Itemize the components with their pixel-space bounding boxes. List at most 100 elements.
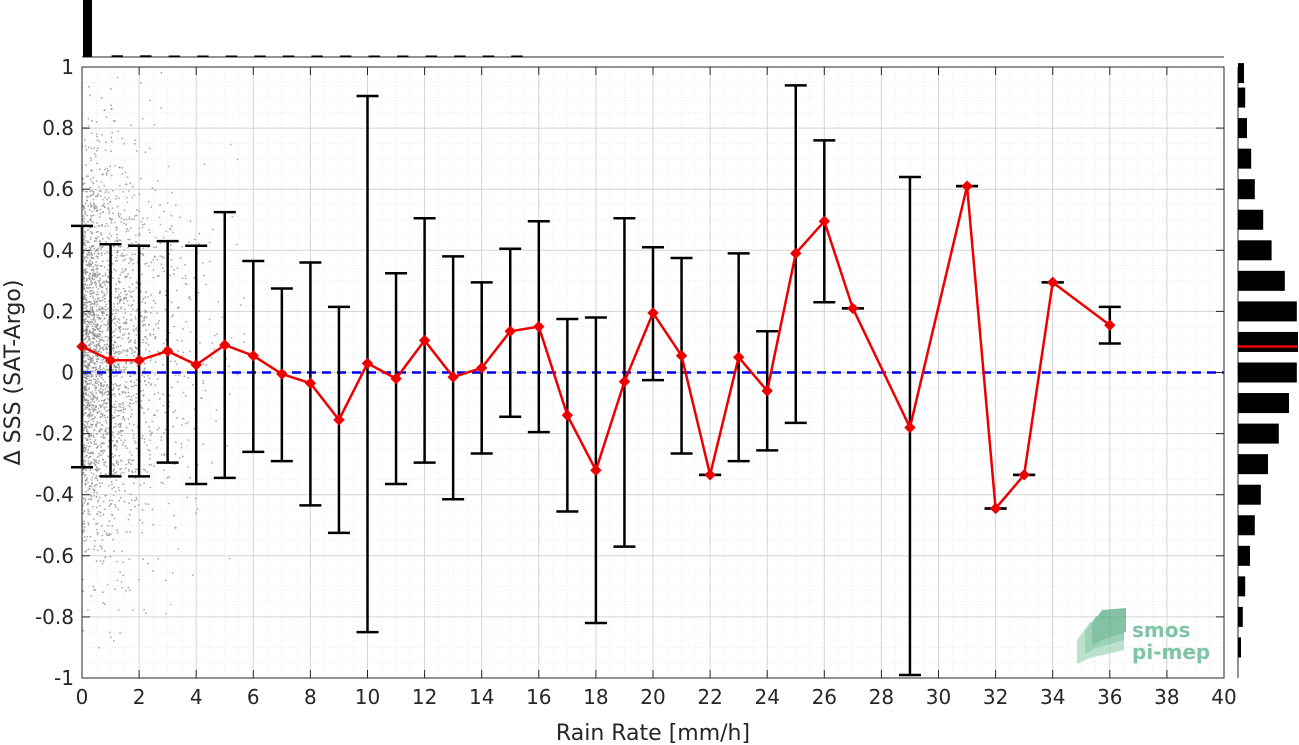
scatter-point xyxy=(109,555,112,558)
scatter-point xyxy=(135,442,137,444)
scatter-point xyxy=(101,275,104,277)
scatter-point xyxy=(107,326,110,328)
scatter-point xyxy=(99,265,102,267)
scatter-point xyxy=(85,312,88,315)
scatter-point xyxy=(121,371,124,374)
scatter-point xyxy=(94,477,96,479)
scatter-point xyxy=(97,255,99,258)
scatter-point xyxy=(97,225,100,228)
scatter-point xyxy=(102,204,105,207)
scatter-point xyxy=(83,385,86,388)
scatter-point xyxy=(119,299,122,302)
scatter-point xyxy=(134,214,137,217)
scatter-point xyxy=(127,229,130,232)
scatter-point xyxy=(97,445,99,448)
scatter-point xyxy=(95,528,98,531)
scatter-point xyxy=(193,277,195,279)
scatter-point xyxy=(116,240,119,243)
data-point xyxy=(904,421,916,434)
scatter-point xyxy=(133,218,135,220)
scatter-point xyxy=(87,125,90,127)
scatter-point xyxy=(99,485,102,488)
scatter-point xyxy=(95,348,98,351)
scatter-point xyxy=(169,603,172,606)
scatter-point xyxy=(82,238,85,241)
scatter-point xyxy=(162,342,165,345)
scatter-point xyxy=(175,416,178,419)
scatter-point xyxy=(103,297,106,300)
scatter-point xyxy=(114,490,117,493)
scatter-point xyxy=(88,387,91,389)
scatter-point xyxy=(120,467,123,470)
scatter-point xyxy=(95,325,97,328)
scatter-point xyxy=(118,336,121,339)
scatter-point xyxy=(114,503,116,506)
scatter-point xyxy=(95,265,98,268)
scatter-point xyxy=(125,196,128,199)
scatter-point xyxy=(151,420,154,423)
top-histogram-bar xyxy=(282,55,295,57)
scatter-point xyxy=(150,206,153,208)
scatter-point xyxy=(168,476,171,479)
scatter-point xyxy=(120,409,122,412)
scatter-point xyxy=(143,367,146,370)
scatter-point xyxy=(85,314,88,316)
scatter-point xyxy=(89,412,92,415)
scatter-point xyxy=(83,350,86,353)
logo-line1: smos xyxy=(1132,618,1190,642)
scatter-point xyxy=(87,175,89,177)
scatter-point xyxy=(117,388,120,391)
scatter-point xyxy=(115,374,118,377)
scatter-point xyxy=(92,221,95,224)
scatter-point xyxy=(92,312,95,315)
scatter-point xyxy=(111,368,114,371)
scatter-point xyxy=(208,318,211,321)
scatter-point xyxy=(93,278,96,280)
scatter-point xyxy=(93,588,96,591)
scatter-point xyxy=(187,439,190,441)
scatter-point xyxy=(100,347,103,349)
scatter-point xyxy=(101,133,103,136)
scatter-point xyxy=(90,283,93,286)
scatter-point xyxy=(117,345,120,348)
scatter-point xyxy=(134,499,136,502)
scatter-point xyxy=(148,323,150,326)
scatter-point xyxy=(85,469,88,472)
scatter-point xyxy=(135,496,138,499)
scatter-point xyxy=(90,217,92,220)
scatter-point xyxy=(93,362,96,365)
scatter-point xyxy=(131,609,134,612)
scatter-point xyxy=(95,133,98,136)
scatter-point xyxy=(99,277,101,279)
scatter-point xyxy=(131,258,134,261)
scatter-point xyxy=(131,459,134,462)
scatter-point xyxy=(118,422,121,425)
y-tick-label: -0.2 xyxy=(35,422,74,446)
scatter-point xyxy=(96,147,99,150)
scatter-point xyxy=(84,407,86,409)
scatter-point xyxy=(88,286,91,289)
scatter-point xyxy=(86,214,89,217)
scatter-point xyxy=(89,304,92,307)
scatter-point xyxy=(107,320,110,322)
scatter-point xyxy=(88,382,91,385)
scatter-point xyxy=(117,336,120,339)
scatter-point xyxy=(87,510,90,513)
scatter-point xyxy=(89,203,92,206)
scatter-point xyxy=(113,436,116,439)
scatter-point xyxy=(108,212,111,215)
scatter-point xyxy=(93,298,96,301)
data-point xyxy=(618,375,631,388)
scatter-point xyxy=(89,190,91,193)
right-histogram-bar xyxy=(1238,179,1255,200)
scatter-point xyxy=(93,384,96,387)
scatter-point xyxy=(96,323,99,325)
scatter-point xyxy=(84,473,87,476)
scatter-point xyxy=(123,370,126,373)
scatter-point xyxy=(95,373,97,376)
y-tick-label: 0 xyxy=(61,361,74,385)
scatter-point xyxy=(96,135,99,138)
scatter-point xyxy=(89,455,92,458)
scatter-point xyxy=(115,384,118,387)
scatter-point xyxy=(92,409,95,412)
